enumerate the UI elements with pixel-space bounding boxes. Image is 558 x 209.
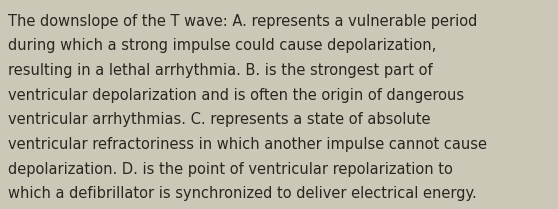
Text: ventricular arrhythmias. C. represents a state of absolute: ventricular arrhythmias. C. represents a… [8,112,431,127]
Text: ventricular depolarization and is often the origin of dangerous: ventricular depolarization and is often … [8,88,464,103]
Text: which a defibrillator is synchronized to deliver electrical energy.: which a defibrillator is synchronized to… [8,186,477,201]
Text: resulting in a lethal arrhythmia. B. is the strongest part of: resulting in a lethal arrhythmia. B. is … [8,63,433,78]
Text: The downslope of the T wave: A. represents a vulnerable period: The downslope of the T wave: A. represen… [8,14,478,29]
Text: ventricular refractoriness in which another impulse cannot cause: ventricular refractoriness in which anot… [8,137,487,152]
Text: depolarization. D. is the point of ventricular repolarization to: depolarization. D. is the point of ventr… [8,162,453,177]
Text: during which a strong impulse could cause depolarization,: during which a strong impulse could caus… [8,38,436,53]
